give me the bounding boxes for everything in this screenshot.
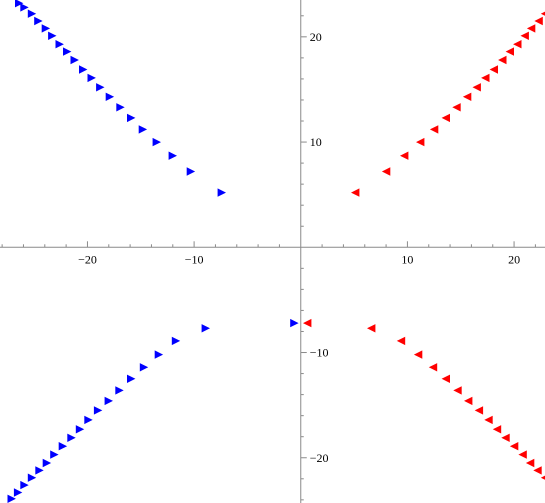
red-point (520, 31, 529, 40)
blue-point (41, 24, 51, 33)
blue-point (79, 65, 88, 74)
blue-point (217, 188, 226, 197)
red-point (396, 336, 406, 346)
x-tick-label: −10 (185, 252, 204, 266)
y-tick-label: −10 (310, 346, 329, 360)
blue-point (34, 16, 43, 26)
blue-point (171, 336, 181, 346)
y-tick-label: 20 (310, 30, 322, 44)
blue-point (152, 137, 161, 147)
red-point (452, 103, 461, 112)
blue-point (139, 363, 149, 372)
red-point (441, 113, 450, 123)
red-point (484, 415, 493, 425)
red-point (303, 318, 312, 328)
blue-point (20, 3, 29, 12)
red-point (540, 11, 545, 16)
red-point (498, 55, 507, 65)
red-point (513, 40, 522, 49)
y-tick-label: 10 (310, 135, 322, 149)
blue-point (27, 9, 37, 18)
red-point (381, 167, 391, 176)
red-point (525, 458, 535, 468)
blue-point (20, 480, 29, 490)
blue-point (127, 113, 136, 123)
chart-marks (7, 0, 545, 503)
blue-point (127, 374, 136, 383)
blue-point (67, 433, 76, 442)
blue-point (42, 458, 52, 468)
blue-point (48, 31, 57, 40)
blue-point (201, 324, 210, 333)
red-point (367, 324, 376, 333)
red-point (533, 466, 542, 475)
blue-point (87, 73, 96, 83)
red-point (489, 65, 498, 74)
red-point (464, 396, 473, 406)
red-point (400, 151, 409, 160)
red-point (481, 73, 490, 83)
x-tick-label: 20 (508, 252, 520, 266)
blue-point (50, 450, 59, 459)
red-point (526, 24, 536, 33)
red-point (413, 350, 423, 359)
red-point (518, 450, 527, 459)
red-point (429, 125, 439, 134)
red-point (462, 92, 472, 101)
blue-point (15, 0, 24, 8)
red-point (474, 406, 484, 415)
red-point (505, 47, 514, 56)
blue-point (154, 350, 164, 359)
blue-point (70, 55, 79, 65)
blue-point (168, 151, 177, 160)
blue-point (75, 425, 85, 434)
blue-point (63, 47, 72, 56)
red-point (534, 16, 543, 26)
red-point (472, 83, 481, 92)
red-point (501, 433, 510, 442)
blue-point (104, 396, 113, 406)
blue-point (116, 103, 125, 112)
x-tick-label: 10 (401, 252, 413, 266)
blue-point (105, 92, 115, 101)
blue-point (93, 406, 103, 415)
blue-point (290, 318, 299, 328)
red-point (540, 475, 545, 480)
blue-point (96, 83, 105, 92)
red-point (453, 386, 462, 395)
red-point (351, 188, 360, 197)
y-tick-label: −20 (310, 451, 329, 465)
blue-point (35, 466, 44, 475)
blue-point (138, 125, 148, 134)
blue-point (7, 494, 16, 503)
red-point (428, 363, 438, 372)
red-point (509, 442, 519, 451)
red-point (441, 374, 450, 383)
blue-point (58, 442, 68, 451)
blue-point (27, 473, 37, 482)
x-tick-label: −20 (78, 252, 97, 266)
red-point (492, 425, 502, 434)
blue-point (13, 488, 23, 497)
blue-point (55, 40, 64, 49)
red-point (416, 137, 425, 147)
blue-point (115, 386, 124, 395)
blue-point (84, 415, 93, 425)
blue-point (186, 167, 196, 176)
